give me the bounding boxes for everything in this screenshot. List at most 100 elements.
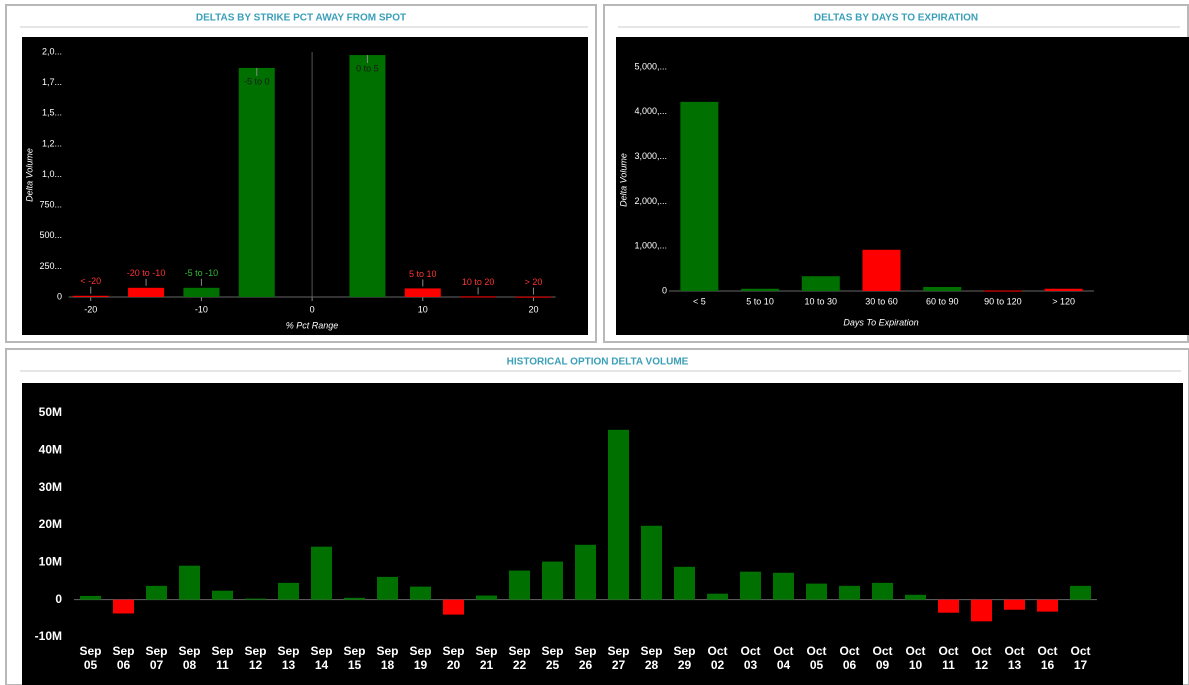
bar — [460, 296, 497, 298]
y-tick-label: 500... — [39, 230, 62, 240]
bar — [740, 571, 761, 600]
bar — [443, 599, 464, 615]
x-tick-label: Sep 20 — [442, 644, 465, 672]
y-tick-label: 40M — [39, 443, 62, 457]
bar-label: -5 to 0 — [244, 76, 270, 86]
bar-label: 5 to 10 — [409, 269, 437, 279]
bar — [80, 595, 101, 600]
bar — [983, 290, 1022, 292]
bar — [1070, 585, 1091, 600]
x-tick-label: 30 to 60 — [865, 296, 898, 306]
x-tick-label: 60 to 90 — [926, 296, 959, 306]
y-tick-label: 0 — [55, 592, 62, 606]
x-tick-label: Sep 08 — [178, 644, 201, 672]
plot-background — [22, 383, 1183, 685]
x-tick-label: 10 to 30 — [805, 296, 838, 306]
y-tick-label: 3,000,... — [634, 151, 667, 161]
y-tick-label: 4,000,... — [634, 106, 667, 116]
x-tick-label: Sep 05 — [79, 644, 102, 672]
bar — [278, 582, 299, 600]
x-tick-label: Oct 12 — [971, 644, 992, 672]
bar — [741, 288, 780, 291]
bar — [212, 590, 233, 600]
x-tick-label: Oct 09 — [872, 644, 893, 672]
bar — [542, 561, 563, 600]
bar — [923, 286, 962, 291]
y-tick-label: 5,000,... — [634, 61, 667, 71]
bar — [575, 544, 596, 600]
bar — [146, 585, 167, 600]
x-tick-label: Sep 11 — [211, 644, 234, 672]
bar — [128, 287, 165, 297]
bar — [183, 287, 220, 297]
x-tick-label: Oct 06 — [839, 644, 860, 672]
y-axis-title: Delta Volume — [24, 148, 34, 202]
x-tick-label: Sep 12 — [244, 644, 267, 672]
x-tick-label: Sep 22 — [508, 644, 531, 672]
bar — [245, 598, 266, 600]
x-tick-label: Sep 06 — [112, 644, 135, 672]
bar — [905, 594, 926, 600]
bar — [113, 599, 134, 614]
y-tick-label: 0 — [57, 291, 62, 301]
bar — [862, 249, 901, 291]
bar — [349, 55, 386, 297]
x-tick-label: > 120 — [1052, 296, 1075, 306]
x-tick-label: Sep 07 — [145, 644, 168, 672]
x-tick-label: Oct 03 — [740, 644, 761, 672]
bar-label: < -20 — [80, 276, 101, 286]
x-tick-label: < 5 — [693, 296, 706, 306]
x-tick-label: Sep 29 — [673, 644, 696, 672]
x-tick-label: 20 — [528, 304, 538, 314]
bar — [641, 525, 662, 600]
x-tick-label: -10 — [195, 304, 208, 314]
x-tick-label: Sep 18 — [376, 644, 399, 672]
bar — [938, 599, 959, 613]
bar — [1004, 599, 1025, 610]
bar — [801, 276, 840, 291]
x-tick-label: Sep 21 — [475, 644, 498, 672]
x-tick-label: Oct 13 — [1004, 644, 1025, 672]
y-tick-label: 1,7... — [42, 77, 62, 87]
x-tick-label: 0 — [310, 304, 315, 314]
bar-label: > 20 — [525, 277, 543, 287]
y-tick-label: 30M — [39, 480, 62, 494]
bar — [238, 67, 275, 297]
y-tick-label: 1,2... — [42, 138, 62, 148]
y-tick-label: 20M — [39, 517, 62, 531]
y-axis-title: Delta Volume — [618, 153, 628, 207]
bar — [674, 566, 695, 600]
y-tick-label: 2,0... — [42, 46, 62, 56]
bar — [515, 296, 552, 298]
x-tick-label: Oct 17 — [1070, 644, 1091, 672]
x-tick-label: Oct 04 — [773, 644, 794, 672]
bar — [1037, 599, 1058, 612]
y-tick-label: 10M — [39, 555, 62, 569]
bar-label: 0 to 5 — [356, 63, 379, 73]
y-tick-label: 50M — [39, 405, 62, 419]
x-tick-label: 10 — [418, 304, 428, 314]
bar — [311, 546, 332, 600]
bar — [404, 288, 441, 297]
x-tick-label: Sep 14 — [310, 644, 333, 672]
y-tick-label: -10M — [35, 629, 62, 643]
bar — [476, 595, 497, 600]
x-tick-label: Oct 16 — [1037, 644, 1058, 672]
bar-label: 10 to 20 — [462, 277, 495, 287]
panel-title: DELTAS BY DAYS TO EXPIRATION — [814, 13, 978, 24]
y-tick-label: 250... — [39, 261, 62, 271]
bar — [971, 599, 992, 622]
bar — [410, 586, 431, 600]
bar — [377, 576, 398, 600]
y-tick-label: 1,5... — [42, 108, 62, 118]
bar — [72, 295, 109, 297]
bar — [1044, 288, 1083, 291]
bar — [839, 585, 860, 600]
y-tick-label: 1,0... — [42, 169, 62, 179]
bar — [179, 565, 200, 600]
x-tick-label: Sep 13 — [277, 644, 300, 672]
x-tick-label: Sep 26 — [574, 644, 597, 672]
bar — [707, 593, 728, 600]
y-tick-label: 750... — [39, 200, 62, 210]
